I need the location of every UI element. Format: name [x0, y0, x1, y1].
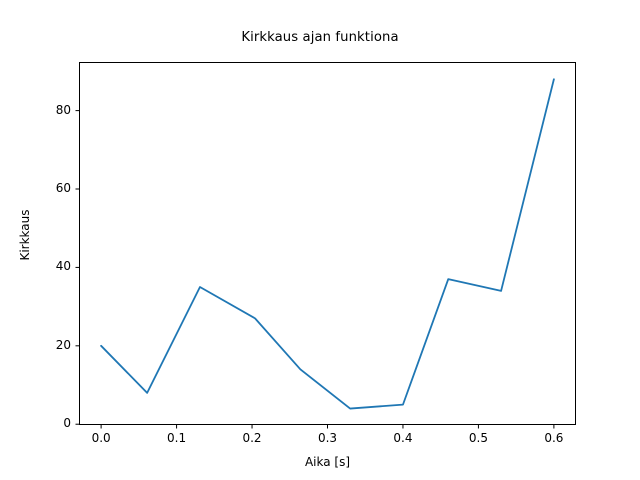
x-tick-label: 0.5: [468, 431, 488, 445]
x-tick-label: 0.1: [167, 431, 187, 445]
x-tick-label: 0.6: [544, 431, 564, 445]
chart-title: Kirkkaus ajan funktiona: [241, 30, 399, 45]
axes-frame: [79, 62, 576, 425]
y-axis-label: Kirkkaus: [18, 209, 32, 261]
x-tick-label: 0.3: [317, 431, 338, 445]
x-tick-label: 0.2: [242, 431, 262, 445]
y-tick-label: 0: [63, 416, 71, 431]
y-tick-label: 60: [55, 181, 71, 195]
x-axis-label: Aika [s]: [304, 455, 351, 469]
y-tick-label: 20: [55, 337, 71, 352]
y-tick-label: 40: [55, 259, 71, 274]
y-tick-label: 80: [55, 102, 71, 117]
x-tick-label: 0.4: [393, 431, 413, 445]
x-tick-label: 0.0: [91, 431, 111, 445]
